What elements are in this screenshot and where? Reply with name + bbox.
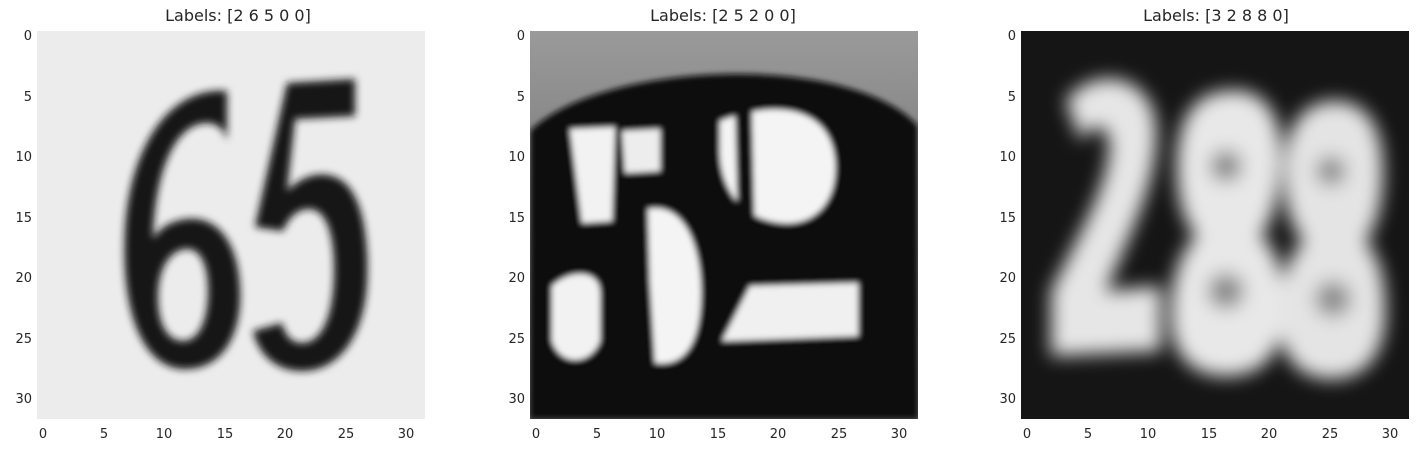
digits-288 [1051,78,1386,380]
x-tick: 0 [531,427,541,442]
subplot-title: Labels: [2 5 2 0 0] [650,6,796,25]
x-tick: 20 [276,427,294,442]
x-tick: 25 [337,427,355,442]
x-tick: 0 [1022,427,1032,442]
x-tick: 25 [1321,427,1339,442]
x-tick: 10 [155,427,173,442]
x-tick: 15 [216,427,234,442]
subplot-2: Labels: [2 5 2 0 0] [493,0,953,452]
y-tick: 10 [999,150,1016,165]
subplot-1: Labels: [2 6 5 0 0] 0 5 10 15 20 25 30 0… [0,0,460,452]
y-tick: 5 [1007,90,1016,105]
y-tick: 0 [23,29,32,44]
subplot-title: Labels: [2 6 5 0 0] [165,6,311,25]
y-tick: 20 [15,271,32,286]
digits-52 [530,74,918,419]
y-tick: 10 [508,150,525,165]
y-tick: 15 [999,211,1016,226]
y-tick: 25 [15,332,32,347]
x-tick: 30 [890,427,908,442]
y-tick: 0 [1007,29,1016,44]
digits-65 [124,79,368,371]
y-tick: 5 [516,90,525,105]
y-tick: 25 [999,332,1016,347]
y-tick: 15 [508,211,525,226]
digit-image [1021,31,1409,419]
x-tick: 30 [1381,427,1399,442]
x-tick: 0 [38,427,48,442]
x-tick: 15 [1200,427,1218,442]
subplot-3: Labels: [3 2 8 8 0] 0 5 10 [986,0,1419,452]
x-tick: 5 [592,427,602,442]
digit-image [530,31,918,419]
y-tick: 15 [15,211,32,226]
y-tick: 30 [999,392,1016,407]
x-tick: 20 [769,427,787,442]
y-tick: 30 [508,392,525,407]
y-tick: 10 [15,150,32,165]
x-tick: 20 [1260,427,1278,442]
digit-image [37,31,425,419]
y-tick: 20 [508,271,525,286]
x-tick: 25 [830,427,848,442]
y-tick: 30 [15,392,32,407]
y-tick: 0 [516,29,525,44]
x-tick: 5 [99,427,109,442]
y-tick: 5 [23,90,32,105]
x-tick: 30 [397,427,415,442]
y-tick: 25 [508,332,525,347]
x-tick: 10 [648,427,666,442]
x-tick: 5 [1083,427,1093,442]
y-tick: 20 [999,271,1016,286]
subplot-title: Labels: [3 2 8 8 0] [1143,6,1289,25]
x-tick: 15 [709,427,727,442]
x-tick: 10 [1139,427,1157,442]
